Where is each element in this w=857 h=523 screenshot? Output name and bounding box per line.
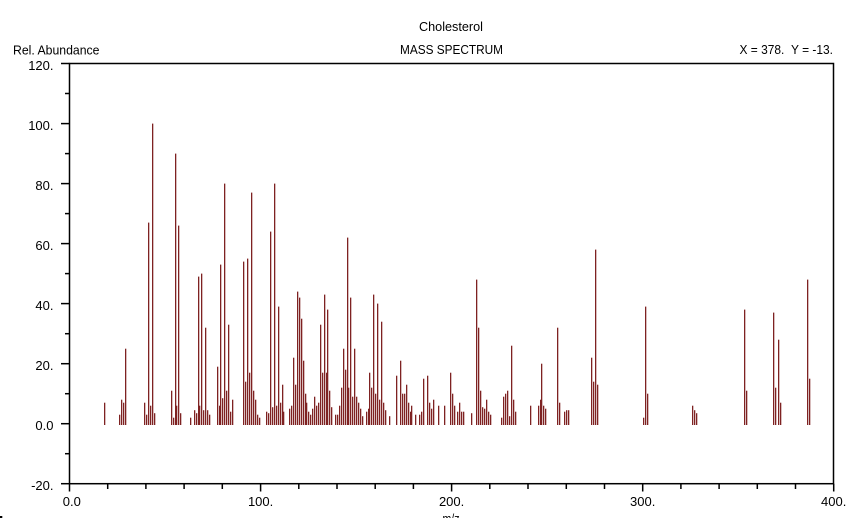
svg-text:20.: 20.	[35, 358, 53, 373]
svg-text:0.0: 0.0	[63, 494, 81, 509]
svg-text:400.: 400.	[821, 494, 846, 509]
svg-text:0.0: 0.0	[35, 418, 53, 433]
svg-text:200.: 200.	[439, 494, 464, 509]
svg-text:300.: 300.	[630, 494, 655, 509]
svg-text:40.: 40.	[35, 298, 53, 313]
svg-text:Rel. Abundance: Rel. Abundance	[13, 43, 100, 58]
svg-text:X = 378. Y = -13.: X = 378. Y = -13.	[740, 42, 834, 57]
svg-text:100.: 100.	[28, 118, 53, 133]
svg-text:120.: 120.	[28, 58, 53, 73]
svg-text:100.: 100.	[248, 494, 273, 509]
svg-text:MASS SPECTRUM: MASS SPECTRUM	[400, 42, 503, 57]
svg-text:-20.: -20.	[31, 478, 53, 493]
svg-text:m/z: m/z	[443, 511, 460, 518]
svg-text:60.: 60.	[35, 238, 53, 253]
svg-text:80.: 80.	[35, 178, 53, 193]
svg-text:Cholesterol: Cholesterol	[419, 19, 483, 34]
